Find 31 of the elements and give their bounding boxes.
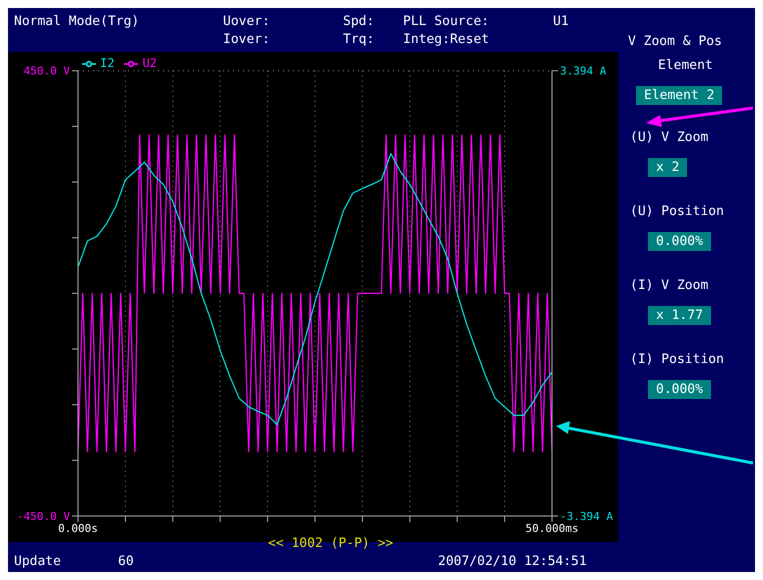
text: PLL Source: [403,14,490,29]
text: Element 2 [636,86,722,105]
y2-tick-label: -3.394 A [560,510,614,523]
text: (U) V Zoom [630,130,708,145]
x-tick-label: 0.000s [58,522,98,535]
text: 60 [118,554,134,569]
y-tick-label: 450.0 V [24,64,70,78]
y2-tick-label: 3.394 A [560,64,607,78]
x-tick-label: 50.000ms [526,522,578,535]
text: x 2 [648,158,688,177]
legend-label: U2 [142,56,157,70]
text: (I) Position [630,352,724,367]
text: 0.000% [648,232,711,251]
text: Integ:Reset [403,32,490,47]
text: (U) Position [630,204,724,219]
text: Iover: [223,32,270,47]
text: Element [658,58,713,73]
text: 0.000% [648,380,711,399]
legend-label: I2 [100,56,114,70]
text: U1 [553,14,569,29]
text: x 1.77 [648,306,711,325]
text: V Zoom & Pos [628,34,722,49]
y-tick-label: -450.0 V [17,510,70,523]
text: Trq: [343,32,374,47]
text: 2007/02/10 12:54:51 [438,554,587,569]
text: (I) V Zoom [630,278,708,293]
text: Uover: [223,14,270,29]
text: << 1002 (P-P) >> [268,536,394,551]
text: Update [14,554,61,569]
text: Spd: [343,14,374,29]
text: Normal Mode(Trg) [14,14,140,29]
